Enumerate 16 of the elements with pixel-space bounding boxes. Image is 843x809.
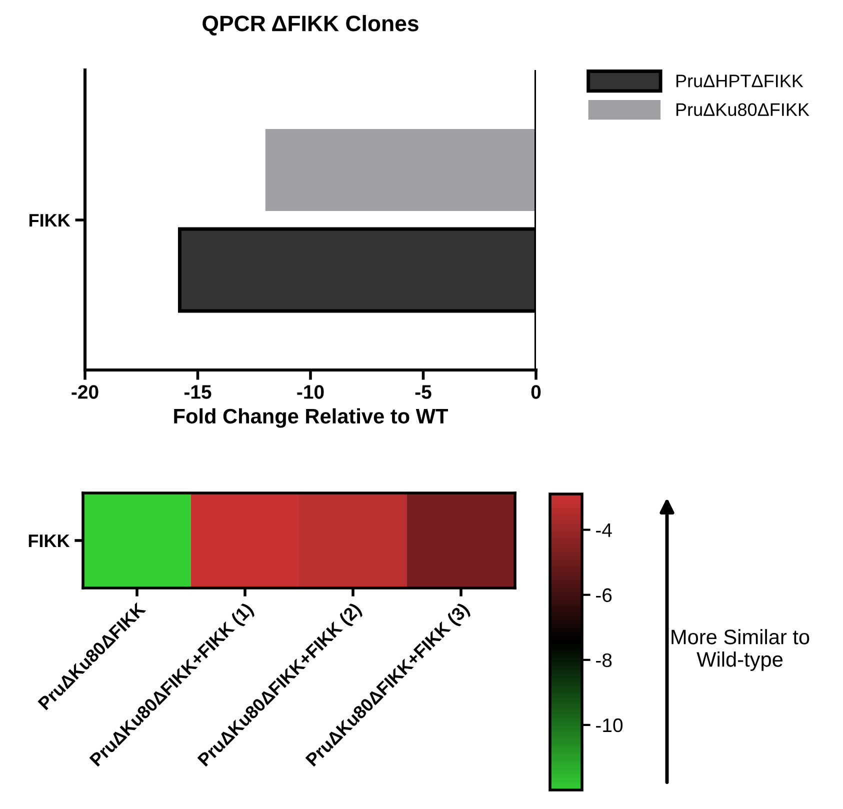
x-tick-label: -5 xyxy=(415,385,432,399)
color-bar-label: -6 xyxy=(596,588,612,602)
color-bar-label: -4 xyxy=(596,523,612,537)
y-tick-label: FIKK xyxy=(28,534,70,548)
x-tick-label: -20 xyxy=(72,385,98,399)
legend-label: PruΔHPTΔFIKK xyxy=(676,74,804,88)
x-axis-title: Fold Change Relative to WT xyxy=(174,408,448,428)
y-tick-label: FIKK xyxy=(30,214,70,227)
x-tick-label: -15 xyxy=(184,385,212,399)
x-tick-label: -10 xyxy=(297,385,324,399)
color-bar-label: -8 xyxy=(596,653,612,668)
color-bar-label: -10 xyxy=(596,718,623,732)
chart-title: QPCR ΔFIKK Clones xyxy=(202,15,418,36)
text: More Similar to Wild-type xyxy=(672,629,810,671)
x-tick-label: 0 xyxy=(531,385,541,399)
legend-label: PruΔKu80ΔFIKK xyxy=(676,103,810,116)
